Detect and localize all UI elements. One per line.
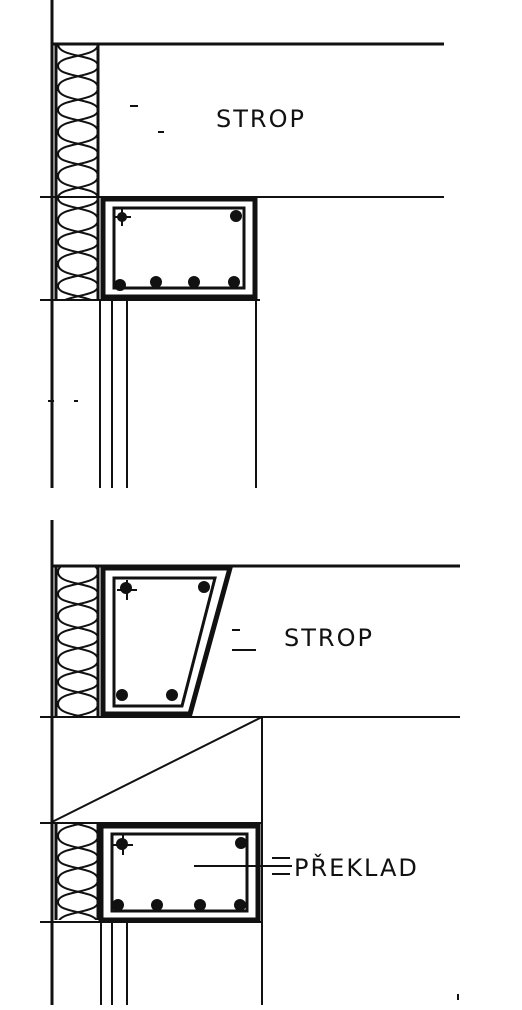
lintel-label: PŘEKLAD (294, 853, 419, 882)
bottom-insulation-upper (54, 566, 100, 716)
rebar-icon (114, 279, 126, 291)
rebar-icon (230, 210, 242, 222)
bottom-detail: STROP PŘEKLAD (40, 520, 460, 1005)
rebar-icon (234, 899, 246, 911)
rebar-icon (120, 582, 132, 594)
rebar-icon (166, 689, 178, 701)
bottom-insulation-lower (54, 824, 100, 920)
top-beam (100, 196, 258, 300)
top-slab-label: STROP (216, 105, 306, 133)
rebar-icon (198, 581, 210, 593)
rebar-icon (235, 837, 247, 849)
rebar-icon (194, 899, 206, 911)
rebar-icon (117, 212, 127, 222)
top-detail: STROP (40, 0, 444, 488)
rebar-icon (112, 899, 124, 911)
bottom-trapezoid-beam (100, 565, 234, 717)
rebar-icon (150, 276, 162, 288)
lintel-beam (98, 823, 261, 923)
rebar-icon (188, 276, 200, 288)
rebar-icon (116, 838, 128, 850)
bottom-slab-label: STROP (284, 624, 374, 652)
rebar-icon (151, 899, 163, 911)
rebar-icon (116, 689, 128, 701)
rebar-icon (228, 276, 240, 288)
top-insulation (54, 44, 100, 300)
diagonal-line (51, 716, 263, 823)
